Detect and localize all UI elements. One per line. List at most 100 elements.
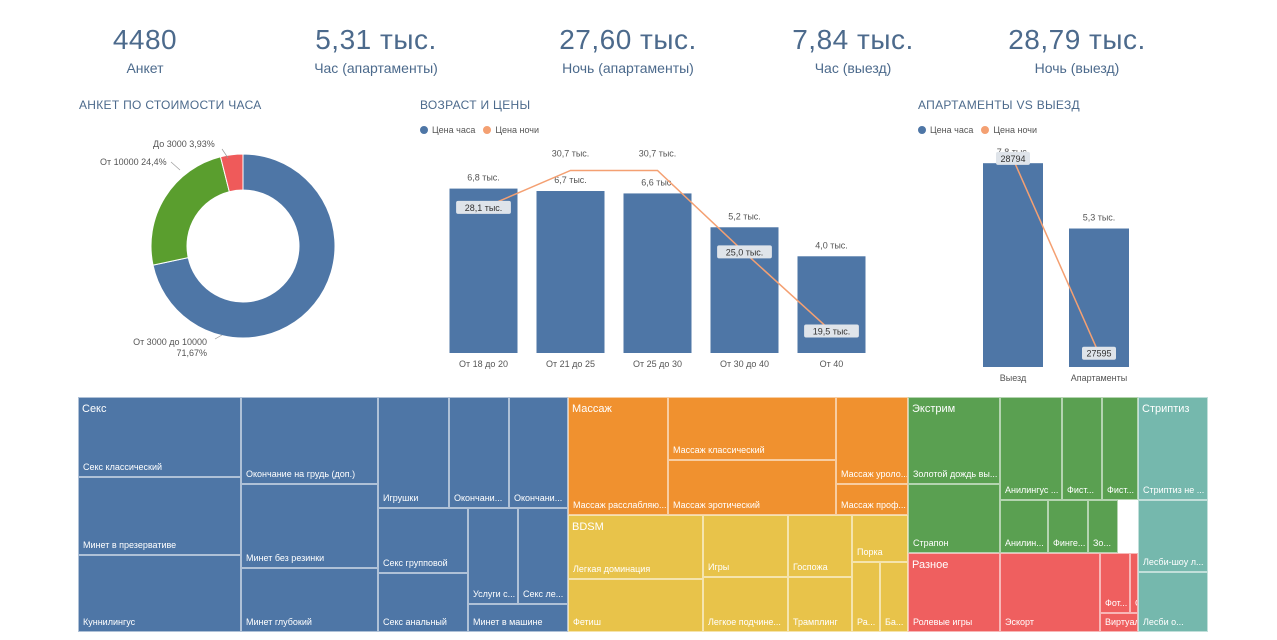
treemap-cell[interactable]: Массаж классический: [668, 397, 836, 460]
donut-chart[interactable]: До 3000 3,93% От 10000 24,4% От 3000 до 10…: [70, 125, 410, 385]
kpi-hour-apartments: 5,31 тыс. Час (апартаменты): [266, 22, 486, 78]
treemap-cell-label: Игрушки: [383, 493, 419, 503]
treemap-cell[interactable]: Легкая доминация: [568, 515, 703, 579]
treemap-cell[interactable]: Лесби о...: [1138, 572, 1208, 632]
treemap-cell[interactable]: Фист...: [1062, 397, 1102, 500]
treemap-cell-label: Минет без резинки: [246, 553, 325, 563]
legend-hour-swatch: [918, 126, 926, 134]
treemap-cell-label: Массаж уроло...: [841, 469, 908, 479]
line-value-label: 25,0 тыс.: [726, 247, 764, 257]
treemap-cell[interactable]: Минет глубокий: [241, 568, 378, 632]
treemap-cell-label: Минет в презервативе: [83, 540, 177, 550]
treemap-cell[interactable]: Анилин...: [1000, 500, 1048, 553]
treemap-cell-label: Лесби-шоу л...: [1143, 557, 1204, 567]
legend-night-label: Цена ночи: [495, 125, 539, 135]
treemap-cell[interactable]: Услуги с...: [468, 508, 518, 604]
apt-chart-legend[interactable]: Цена часа Цена ночи: [918, 125, 1037, 135]
treemap-cell-label: Окончани...: [514, 493, 563, 503]
treemap-cell[interactable]: Минет в машине: [468, 604, 568, 632]
treemap-cell-label: Минет в машине: [473, 617, 543, 627]
treemap-cell[interactable]: Фист...: [1102, 397, 1138, 500]
donut-title: АНКЕТ ПО СТОИМОСТИ ЧАСА: [79, 98, 262, 112]
treemap-cell[interactable]: Се...: [1130, 553, 1138, 613]
treemap-cell[interactable]: Зо...: [1088, 500, 1118, 553]
treemap-cell[interactable]: Секс ле...: [518, 508, 568, 604]
treemap-cell-label: Легкая доминация: [573, 564, 651, 574]
leader-line: [221, 148, 229, 159]
leader-line: [170, 161, 181, 171]
kpi-value: 28,79 тыс.: [1008, 24, 1146, 55]
treemap-cell-label: Массаж классический: [673, 445, 765, 455]
slice-pct-3000-10000: 71,67%: [176, 348, 207, 358]
line-label-box: [804, 324, 859, 338]
treemap-cell[interactable]: Окончание на грудь (доп.): [241, 397, 378, 484]
kpi-night-apartments: 27,60 тыс. Ночь (апартаменты): [518, 22, 738, 78]
treemap-cell[interactable]: Лесби-шоу л...: [1138, 500, 1208, 572]
kpi-value: 7,84 тыс.: [792, 24, 914, 55]
treemap-cell[interactable]: Порка: [852, 515, 908, 562]
treemap-cell-label: Массаж эротический: [673, 500, 760, 510]
treemap-cell[interactable]: Массаж проф...: [836, 484, 908, 515]
treemap-cell[interactable]: Ра...: [852, 562, 880, 632]
treemap-cell[interactable]: Куннилингус: [78, 555, 241, 632]
age-price-chart[interactable]: 6,8 тыс. От 18 до 20 6,7 тыс. От 21 до 25 6,…: [440, 145, 900, 375]
treemap-cell[interactable]: Игрушки: [378, 397, 449, 508]
services-treemap[interactable]: Лесби о... Лесби-шоу л... Стриптиз не ... В…: [78, 397, 1208, 632]
treemap-cell-label: Золотой дождь вы...: [913, 469, 998, 479]
treemap-cell[interactable]: Окончани...: [449, 397, 509, 508]
line-label-box: [717, 245, 772, 259]
treemap-cell[interactable]: Ба...: [880, 562, 908, 632]
age-chart-legend[interactable]: Цена часа Цена ночи: [420, 125, 539, 135]
x-tick-label: От 30 до 40: [720, 359, 769, 369]
treemap-cell[interactable]: Виртуальн...: [1100, 613, 1138, 632]
treemap-cell[interactable]: Секс групповой: [378, 508, 468, 573]
treemap-cell[interactable]: Минет в презервативе: [78, 477, 241, 555]
line-value-label: 28,1 тыс.: [465, 203, 503, 213]
bar: [1069, 228, 1129, 367]
treemap-cell[interactable]: Стриптиз не ...: [1138, 397, 1208, 500]
treemap-cell[interactable]: Трамплинг: [788, 577, 852, 632]
treemap-cell[interactable]: Финге...: [1048, 500, 1088, 553]
treemap-cell[interactable]: Страпон: [908, 484, 1000, 553]
treemap-cell-label: Куннилингус: [83, 617, 136, 627]
treemap-cell[interactable]: Госпожа: [788, 515, 852, 577]
kpi-value: 27,60 тыс.: [559, 24, 697, 55]
treemap-cell[interactable]: Игры: [703, 515, 788, 577]
x-tick-label: От 18 до 20: [459, 359, 508, 369]
kpi-label: Анкет: [126, 60, 164, 76]
treemap-cell[interactable]: Золотой дождь вы...: [908, 397, 1000, 484]
treemap-cell[interactable]: Массаж уроло...: [836, 397, 908, 484]
treemap-cell-label: Массаж проф...: [841, 500, 906, 510]
treemap-cell-label: Зо...: [1093, 538, 1111, 548]
treemap-cell-label: Легкое подчине...: [708, 617, 781, 627]
line-value-label: 30,7 тыс.: [639, 148, 677, 158]
treemap-cell-label: Анилин...: [1005, 538, 1044, 548]
treemap-cell[interactable]: Секс классический: [78, 397, 241, 477]
treemap-cell[interactable]: Фот...: [1100, 553, 1130, 613]
treemap-cell-label: Фист...: [1067, 485, 1094, 495]
treemap-cell[interactable]: Эскорт: [1000, 553, 1100, 632]
legend-night-swatch: [981, 126, 990, 134]
treemap-cell[interactable]: Массаж эротический: [668, 460, 836, 515]
treemap-cell[interactable]: Секс анальный: [378, 573, 468, 632]
treemap-cell-label: Порка: [857, 547, 883, 557]
legend-hour-label: Цена часа: [432, 125, 476, 135]
donut-slice: [150, 156, 230, 266]
line-value-label: 27595: [1086, 349, 1111, 359]
treemap-cell[interactable]: Массаж расслабляю...: [568, 397, 668, 515]
treemap-cell-label: Секс групповой: [383, 558, 448, 568]
treemap-cell-label: Эскорт: [1005, 617, 1034, 627]
treemap-cell[interactable]: Ролевые игры: [908, 553, 1000, 632]
treemap-cell[interactable]: Минет без резинки: [241, 484, 378, 568]
treemap-cell-label: Окончани...: [454, 493, 503, 503]
treemap-cell-label: Окончание на грудь (доп.): [246, 469, 356, 479]
slice-label-until-3000: До 3000 3,93%: [153, 139, 215, 149]
line-value-label: 30,7 тыс.: [552, 148, 590, 158]
x-tick-label: От 40: [820, 359, 844, 369]
treemap-cell[interactable]: Легкое подчине...: [703, 577, 788, 632]
treemap-cell[interactable]: Фетиш: [568, 579, 703, 632]
bar: [623, 193, 692, 353]
treemap-cell[interactable]: Окончани...: [509, 397, 568, 508]
treemap-cell[interactable]: Анилингус ...: [1000, 397, 1062, 500]
